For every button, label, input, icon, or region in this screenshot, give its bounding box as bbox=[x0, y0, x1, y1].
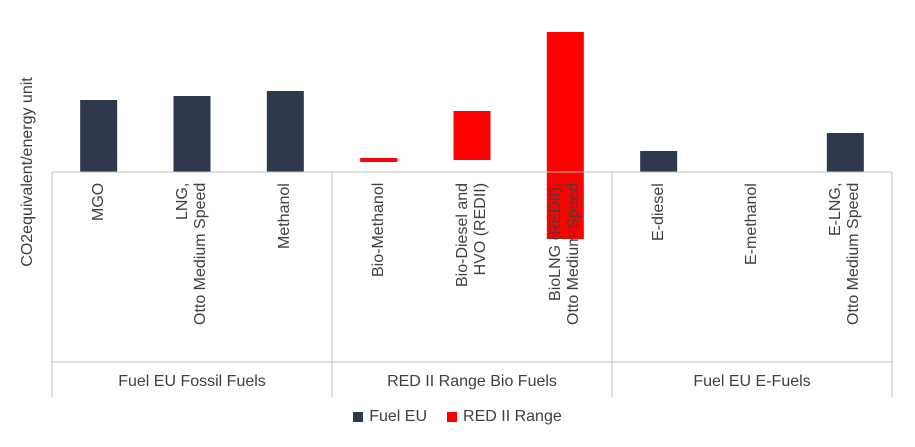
bar-red-ii-range-bio-methanol bbox=[360, 158, 398, 162]
bar-red-ii-range-biolng-redii-otto-medium-speed bbox=[546, 32, 584, 239]
group-label-fuel-eu-e-fuels: Fuel EU E-Fuels bbox=[693, 373, 811, 390]
bars-layer bbox=[80, 32, 864, 239]
category-label-line: HVO (REDII) bbox=[472, 182, 489, 276]
bar-fuel-eu-e-lng-otto-medium-speed bbox=[826, 133, 864, 172]
category-label-line: LNG, bbox=[174, 182, 191, 221]
category-label-line: Otto Medium Speed bbox=[845, 182, 863, 325]
group-label-fuel-eu-fossil-fuels: Fuel EU Fossil Fuels bbox=[118, 373, 266, 390]
group-label-red-ii-range-bio-fuels: RED II Range Bio Fuels bbox=[387, 373, 557, 390]
bar-fuel-eu-methanol bbox=[266, 91, 304, 172]
category-label-line: Bio-Diesel and bbox=[454, 182, 471, 287]
legend-swatch-red-ii-range bbox=[447, 412, 458, 422]
bar-red-ii-range-bio-diesel-and-hvo-redii bbox=[453, 111, 491, 160]
legend-label-red-ii-range: RED II Range bbox=[463, 408, 562, 425]
legend-label-fuel-eu: Fuel EU bbox=[369, 408, 428, 425]
category-label-line: E-LNG, bbox=[827, 182, 845, 237]
y-axis-label: CO2equivalent/energy unit bbox=[19, 77, 36, 267]
bar-fuel-eu-lng-otto-medium-speed bbox=[173, 96, 211, 172]
bar-fuel-eu-e-diesel bbox=[640, 151, 678, 172]
category-label-line: MGO bbox=[89, 182, 107, 221]
axes-layer bbox=[51, 171, 893, 397]
category-label-line: E-diesel bbox=[649, 183, 667, 241]
category-label-line: Otto Medium Speed bbox=[565, 182, 583, 325]
category-label-line: BioLNG (REDII), bbox=[547, 182, 565, 301]
bar-fuel-eu-mgo bbox=[80, 100, 118, 172]
legend-item-fuel-eu: Fuel EU bbox=[353, 408, 427, 426]
category-label-line: Otto Medium Speed bbox=[192, 182, 209, 325]
category-label-line: E-methanol bbox=[743, 183, 760, 265]
legend-swatch-fuel-eu bbox=[353, 412, 364, 422]
category-label-line: Methanol bbox=[276, 183, 294, 249]
legend-item-red-ii-range: RED II Range bbox=[447, 408, 562, 426]
category-label-line: Bio-Methanol bbox=[369, 182, 387, 277]
legend: Fuel EU RED II Range bbox=[0, 408, 915, 426]
